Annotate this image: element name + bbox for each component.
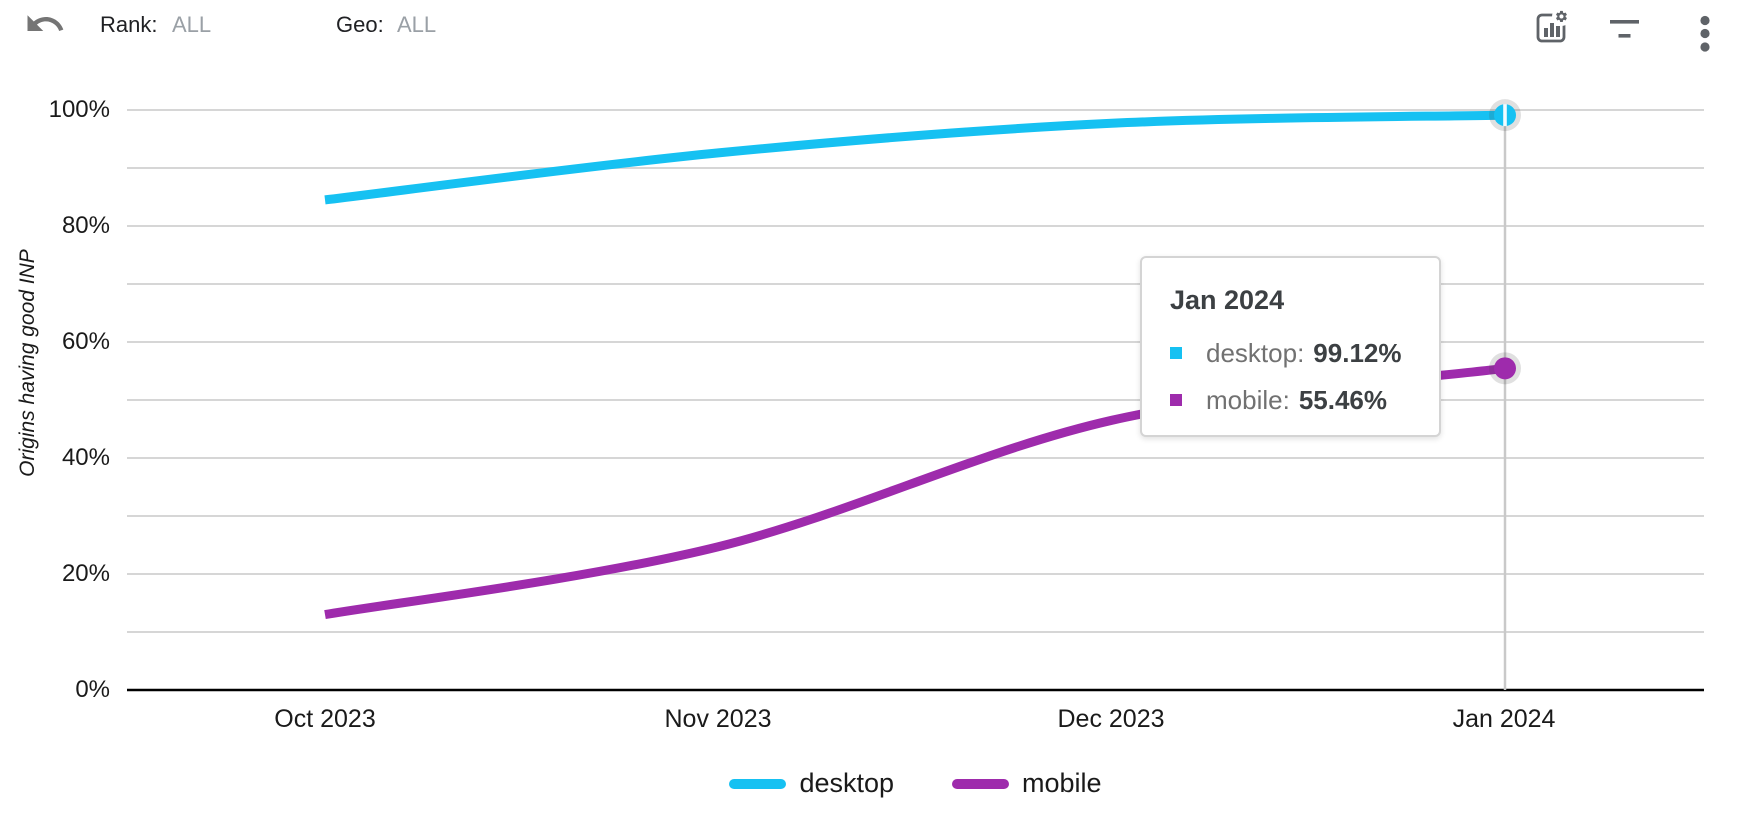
mobile-legend-label: mobile bbox=[1022, 768, 1102, 798]
desktop-series-swatch bbox=[1170, 347, 1182, 359]
desktop-line[interactable] bbox=[324, 110, 1506, 205]
desktop-legend-swatch bbox=[729, 778, 787, 789]
y-tick-label: 40% bbox=[61, 444, 110, 471]
more-options-button[interactable] bbox=[1696, 10, 1714, 56]
rank-filter-value[interactable]: ALL bbox=[172, 12, 212, 37]
y-tick-label: 80% bbox=[61, 212, 110, 239]
tooltip-mobile-label: mobile: bbox=[1206, 385, 1290, 415]
filter-button[interactable] bbox=[1608, 16, 1642, 44]
selection-slit bbox=[1503, 104, 1507, 127]
x-tick-label: Jan 2024 bbox=[1452, 705, 1556, 733]
more-vert-icon bbox=[1700, 15, 1710, 52]
chart-legend: desktop mobile bbox=[127, 768, 1704, 799]
geo-filter-value[interactable]: ALL bbox=[397, 12, 437, 37]
mobile-series-swatch bbox=[1170, 394, 1182, 406]
tooltip-desktop-value: 99.12% bbox=[1313, 338, 1402, 368]
x-tick-label: Nov 2023 bbox=[664, 705, 772, 733]
undo-button[interactable] bbox=[24, 3, 66, 45]
legend-item-desktop: desktop bbox=[729, 768, 894, 799]
x-tick-label: Oct 2023 bbox=[274, 705, 376, 733]
chart-style-button[interactable] bbox=[1532, 5, 1572, 45]
desktop-legend-label: desktop bbox=[799, 768, 895, 798]
y-tick-label: 0% bbox=[75, 676, 110, 703]
y-tick-label: 60% bbox=[61, 328, 110, 355]
tooltip-desktop-label: desktop: bbox=[1206, 338, 1305, 368]
geo-filter-label: Geo: bbox=[336, 12, 384, 37]
x-tick-label: Dec 2023 bbox=[1057, 705, 1165, 733]
y-tick-label: 100% bbox=[48, 96, 110, 123]
chart-plot[interactable] bbox=[0, 0, 1752, 760]
y-tick-label: 20% bbox=[61, 560, 110, 587]
undo-icon bbox=[27, 15, 64, 31]
tooltip-row-desktop: desktop: 99.12% bbox=[1170, 338, 1411, 368]
tooltip-title: Jan 2024 bbox=[1170, 285, 1285, 315]
filter-icon bbox=[1610, 20, 1639, 38]
chart-style-icon bbox=[1536, 7, 1571, 43]
tooltip-row-mobile: mobile: 55.46% bbox=[1170, 385, 1411, 415]
chart-tooltip: Jan 2024 desktop: 99.12% mobile: 55.46% bbox=[1140, 256, 1441, 437]
mobile-marker[interactable] bbox=[1494, 357, 1516, 380]
legend-item-mobile: mobile bbox=[952, 768, 1102, 799]
tooltip-mobile-value: 55.46% bbox=[1298, 385, 1388, 415]
mobile-legend-swatch bbox=[952, 778, 1010, 789]
rank-filter-label: Rank: bbox=[100, 12, 158, 37]
